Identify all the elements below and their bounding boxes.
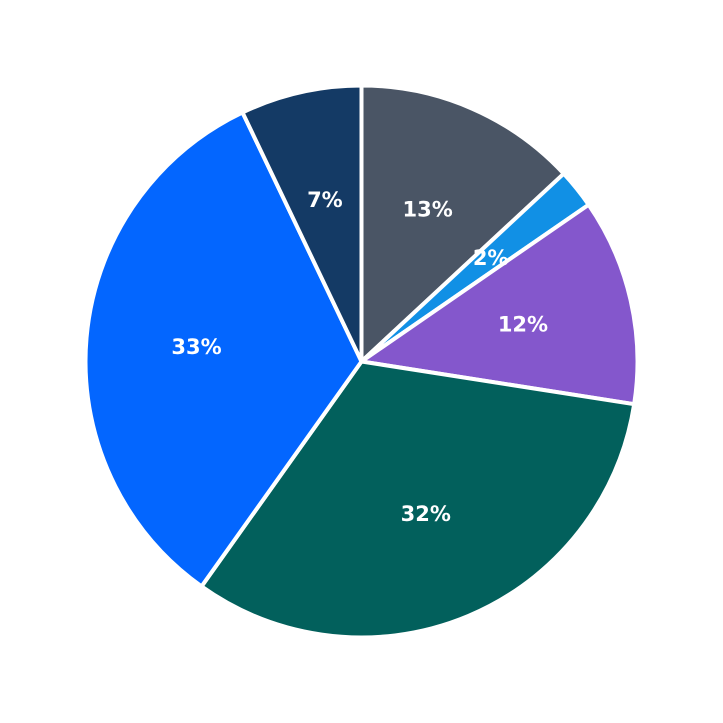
pie-slice-label-0: 13% <box>403 198 453 222</box>
pie-slice-label-2: 12% <box>498 313 548 337</box>
pie-slice-2 <box>359 202 640 407</box>
pie-slices <box>83 83 640 640</box>
pie-slice-label-1: 2% <box>473 246 509 270</box>
pie-slice-label-3: 32% <box>401 502 451 526</box>
pie-labels: 13% 2% 12% 32% 33% 7% <box>171 188 548 526</box>
pie-slice-4 <box>83 110 364 589</box>
pie-slice-label-4: 33% <box>171 335 221 359</box>
pie-slice-3 <box>199 359 637 640</box>
pie-slice-0 <box>359 83 566 364</box>
pie-slice-label-5: 7% <box>307 188 343 212</box>
pie-slice-5 <box>240 83 364 364</box>
